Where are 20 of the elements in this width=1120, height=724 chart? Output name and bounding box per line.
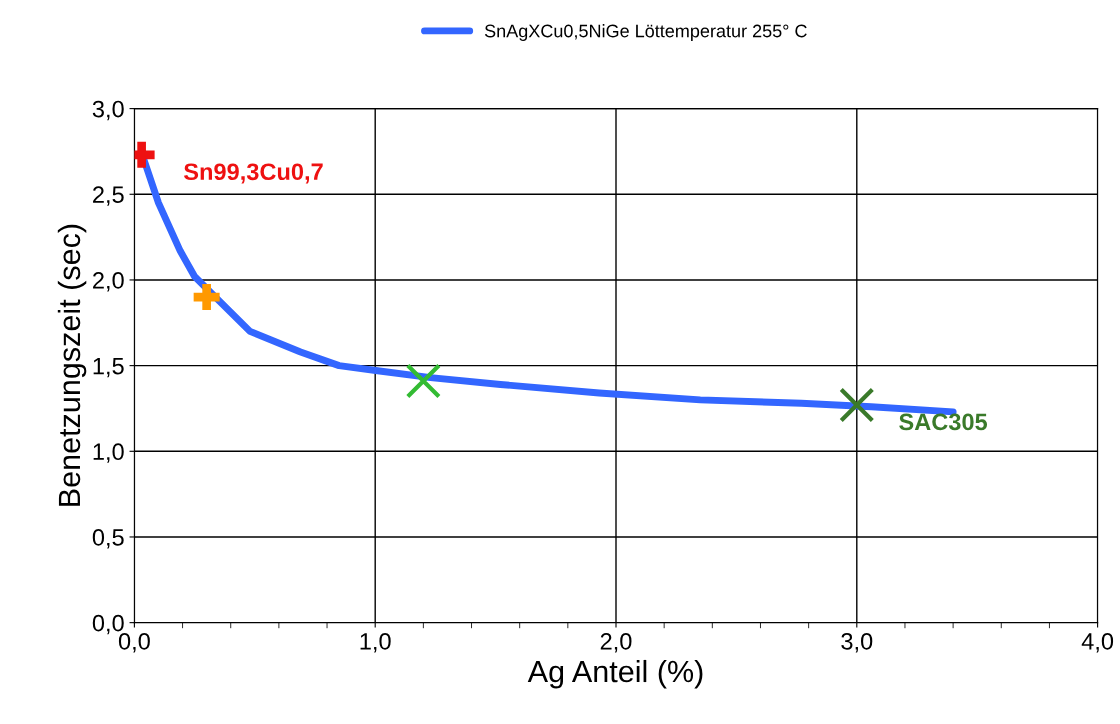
series-label: Sn99,3Cu0,7 <box>183 163 323 184</box>
y-tick-label: 0,5 <box>92 529 124 549</box>
x-tick-label: 2,0 <box>600 632 632 653</box>
y-tick-label: 2,0 <box>93 272 124 292</box>
x-tick-label: 4,0 <box>1081 632 1114 653</box>
x-tick-label: 1,0 <box>360 632 391 653</box>
x-axis-title: Ag Anteil (%) <box>527 659 703 689</box>
point <box>405 363 441 399</box>
point <box>193 284 220 311</box>
y-axis-title: Benetzungszeit (sec) <box>57 224 87 506</box>
y-tick-label: 0,0 <box>92 614 124 635</box>
y-tick-label: 1,5 <box>93 357 124 378</box>
legend-label: SnAgXCu0,5NiGe Löttemperatur 255° C <box>484 24 807 41</box>
x-tick-label: 0,0 <box>118 632 150 653</box>
series-label: SAC305 <box>899 413 988 431</box>
y-tick-label: 1,0 <box>93 443 124 463</box>
y-tick-label: 3,0 <box>92 100 124 121</box>
point <box>839 387 875 423</box>
x-tick-label: 3,0 <box>841 632 873 653</box>
y-tick-label: 2,5 <box>93 186 124 206</box>
